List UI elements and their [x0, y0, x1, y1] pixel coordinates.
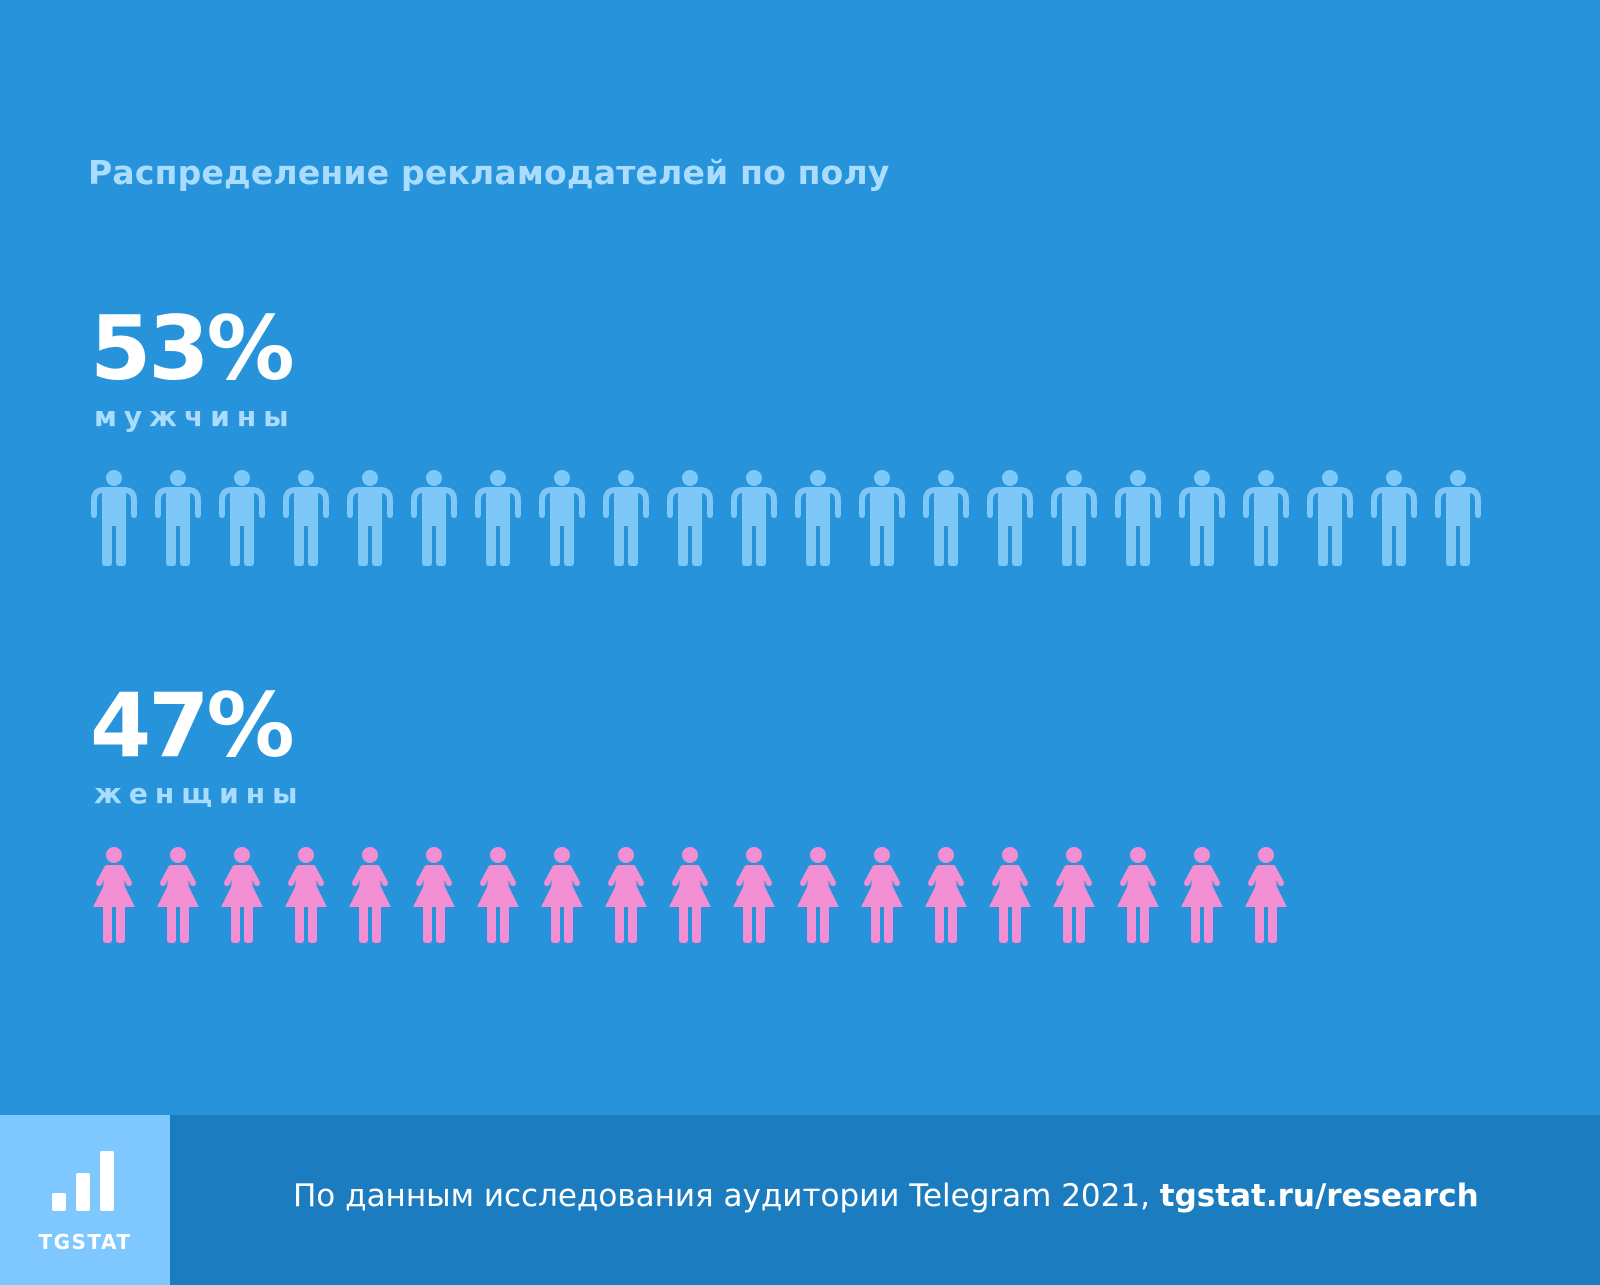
man-icon: [155, 470, 201, 566]
woman-icon: [285, 847, 327, 943]
woman-icon: [861, 847, 903, 943]
man-icon: [603, 470, 649, 566]
woman-icon: [797, 847, 839, 943]
women-percent: 47%: [90, 674, 295, 777]
woman-icon: [221, 847, 263, 943]
man-icon: [1243, 470, 1289, 566]
man-icon: [859, 470, 905, 566]
woman-icon: [477, 847, 519, 943]
tgstat-logo[interactable]: TGSTAT: [0, 1115, 170, 1285]
bar-chart-icon: [52, 1151, 114, 1211]
source-text: По данным исследования аудитории Telegra…: [293, 1178, 1160, 1214]
woman-icon: [93, 847, 135, 943]
source-note: По данным исследования аудитории Telegra…: [293, 1178, 1479, 1214]
woman-icon: [733, 847, 775, 943]
woman-icon: [1053, 847, 1095, 943]
woman-icon: [1245, 847, 1287, 943]
women-icon-row: [90, 845, 1510, 945]
men-percent: 53%: [90, 297, 295, 400]
footer: TGSTAT По данным исследования аудитории …: [0, 1115, 1600, 1285]
woman-icon: [541, 847, 583, 943]
man-icon: [987, 470, 1033, 566]
woman-icon: [669, 847, 711, 943]
woman-icon: [1181, 847, 1223, 943]
man-icon: [475, 470, 521, 566]
man-icon: [1307, 470, 1353, 566]
man-icon: [347, 470, 393, 566]
woman-icon: [605, 847, 647, 943]
man-icon: [219, 470, 265, 566]
man-icon: [1371, 470, 1417, 566]
man-icon: [539, 470, 585, 566]
man-icon: [283, 470, 329, 566]
woman-icon: [413, 847, 455, 943]
man-icon: [1115, 470, 1161, 566]
men-icon-row: [90, 468, 1510, 568]
woman-icon: [1117, 847, 1159, 943]
man-icon: [1051, 470, 1097, 566]
man-icon: [667, 470, 713, 566]
woman-icon: [349, 847, 391, 943]
man-icon: [795, 470, 841, 566]
woman-icon: [157, 847, 199, 943]
man-icon: [1179, 470, 1225, 566]
man-icon: [923, 470, 969, 566]
man-icon: [411, 470, 457, 566]
man-icon: [1435, 470, 1481, 566]
woman-icon: [925, 847, 967, 943]
logo-text: TGSTAT: [38, 1230, 132, 1254]
man-icon: [91, 470, 137, 566]
woman-icon: [989, 847, 1031, 943]
chart-title: Распределение рекламодателей по полу: [88, 153, 890, 192]
men-label: мужчины: [94, 400, 296, 433]
man-icon: [731, 470, 777, 566]
source-link[interactable]: tgstat.ru/research: [1159, 1178, 1479, 1214]
women-label: женщины: [94, 777, 305, 810]
